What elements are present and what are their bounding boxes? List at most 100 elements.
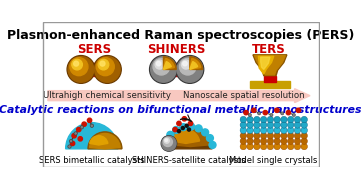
Circle shape [80, 125, 83, 129]
Circle shape [182, 117, 187, 121]
Circle shape [301, 132, 308, 139]
Circle shape [185, 124, 188, 127]
Circle shape [287, 132, 294, 139]
Polygon shape [261, 57, 270, 69]
Wedge shape [88, 132, 122, 149]
Circle shape [260, 143, 267, 150]
Circle shape [267, 143, 274, 150]
Circle shape [183, 61, 187, 66]
Circle shape [252, 108, 256, 112]
Polygon shape [253, 55, 287, 76]
Circle shape [156, 61, 161, 66]
Circle shape [182, 60, 190, 69]
Wedge shape [172, 130, 200, 143]
Circle shape [287, 127, 294, 134]
Circle shape [301, 127, 308, 134]
Circle shape [260, 132, 267, 139]
Circle shape [180, 124, 187, 131]
Circle shape [267, 122, 274, 128]
Wedge shape [90, 136, 108, 145]
Circle shape [87, 118, 92, 122]
Circle shape [296, 108, 301, 112]
Wedge shape [190, 57, 203, 69]
Circle shape [206, 135, 213, 142]
Circle shape [254, 122, 260, 128]
Text: SERS bimetallic catalysts: SERS bimetallic catalysts [39, 156, 145, 165]
Bar [250, 81, 290, 88]
Circle shape [151, 57, 176, 82]
Circle shape [281, 138, 287, 144]
Circle shape [187, 128, 191, 131]
Circle shape [100, 61, 105, 66]
Circle shape [69, 139, 73, 143]
Circle shape [267, 116, 274, 123]
Circle shape [294, 138, 301, 144]
Circle shape [240, 138, 247, 144]
Circle shape [67, 56, 95, 83]
Circle shape [274, 138, 280, 144]
Circle shape [281, 112, 284, 115]
Circle shape [260, 116, 267, 123]
Circle shape [281, 132, 287, 139]
Circle shape [294, 116, 301, 123]
Circle shape [179, 58, 196, 75]
Text: Ultrahigh chemical sensitivity: Ultrahigh chemical sensitivity [43, 91, 171, 100]
Circle shape [274, 127, 280, 134]
Circle shape [155, 60, 164, 69]
Bar [264, 76, 276, 82]
Circle shape [254, 127, 260, 134]
Circle shape [240, 116, 247, 123]
Circle shape [254, 116, 260, 123]
Circle shape [294, 127, 301, 134]
Circle shape [176, 56, 204, 83]
Wedge shape [90, 133, 120, 149]
Wedge shape [190, 59, 201, 69]
Circle shape [98, 59, 109, 70]
Circle shape [274, 132, 280, 139]
Wedge shape [190, 62, 198, 69]
Text: TERS: TERS [252, 43, 286, 56]
Wedge shape [164, 57, 176, 69]
Circle shape [164, 138, 169, 143]
Circle shape [70, 58, 88, 76]
Circle shape [240, 132, 247, 139]
Circle shape [287, 138, 294, 144]
Wedge shape [170, 126, 211, 146]
Circle shape [181, 126, 184, 130]
Circle shape [247, 143, 253, 150]
Circle shape [254, 132, 260, 139]
Circle shape [70, 141, 75, 146]
Circle shape [74, 61, 79, 66]
Circle shape [260, 122, 267, 128]
Circle shape [177, 130, 180, 133]
Circle shape [93, 56, 121, 83]
Circle shape [78, 137, 82, 141]
Circle shape [195, 125, 202, 132]
Wedge shape [66, 123, 118, 149]
Circle shape [240, 122, 247, 128]
Circle shape [72, 59, 82, 70]
Polygon shape [258, 56, 274, 74]
Circle shape [270, 113, 273, 116]
Circle shape [247, 132, 253, 139]
Text: Plasmon-enhanced Raman spectroscopies (PERS): Plasmon-enhanced Raman spectroscopies (P… [7, 29, 354, 42]
Circle shape [281, 122, 287, 128]
Circle shape [74, 132, 77, 135]
Text: Catalytic reactions on bifunctional metallic nanostructures: Catalytic reactions on bifunctional meta… [0, 105, 361, 115]
Circle shape [287, 143, 294, 150]
Circle shape [188, 121, 193, 125]
Circle shape [281, 143, 287, 150]
Circle shape [188, 123, 195, 130]
Circle shape [260, 138, 267, 144]
Circle shape [287, 116, 294, 123]
Circle shape [287, 122, 294, 128]
Circle shape [72, 134, 76, 138]
Circle shape [68, 145, 71, 148]
Circle shape [77, 127, 81, 132]
Circle shape [248, 113, 251, 116]
Circle shape [173, 126, 180, 133]
Circle shape [267, 138, 274, 144]
Circle shape [301, 143, 308, 150]
Circle shape [301, 116, 308, 123]
Circle shape [240, 143, 247, 150]
